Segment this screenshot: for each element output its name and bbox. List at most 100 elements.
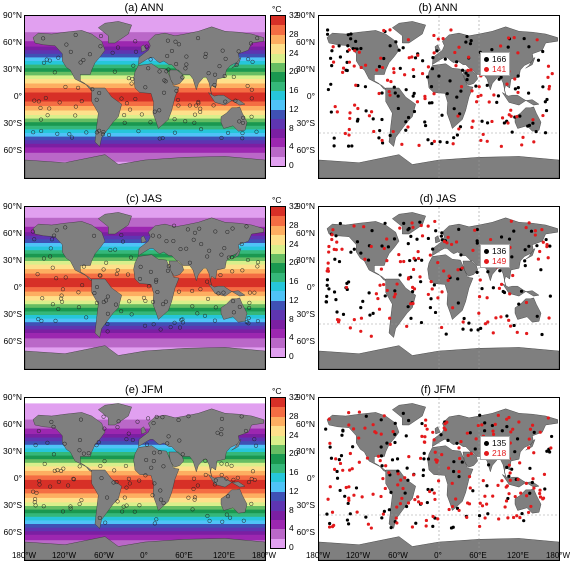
station-dot	[406, 228, 410, 232]
station-dot	[332, 467, 337, 471]
colorbar-segment	[271, 529, 285, 539]
panel-title-d: (d) JAS	[419, 193, 457, 205]
station-dot	[364, 515, 368, 519]
station-dot	[475, 239, 479, 243]
station-circle	[39, 128, 44, 134]
station-circle	[173, 39, 178, 44]
station-dot	[379, 445, 383, 449]
station-circle	[150, 299, 156, 304]
station-dot	[467, 502, 472, 506]
station-circle	[124, 485, 129, 490]
station-dot	[352, 224, 356, 228]
station-circle	[226, 255, 231, 260]
station-dot	[475, 270, 479, 274]
station-circle	[106, 132, 112, 137]
station-dot	[497, 77, 501, 81]
station-dot	[447, 274, 451, 278]
station-dot	[465, 78, 469, 82]
station-circle	[47, 106, 52, 111]
station-circle	[76, 305, 81, 310]
station-dot	[550, 434, 554, 439]
station-circle	[199, 127, 204, 132]
station-circle	[203, 458, 208, 463]
continent-shape	[220, 106, 248, 132]
station-dot	[377, 64, 382, 69]
station-circle	[78, 417, 83, 422]
station-dot	[416, 495, 420, 499]
station-dot	[480, 423, 484, 427]
station-dot	[499, 144, 503, 148]
station-circle	[231, 310, 236, 315]
station-dot	[359, 316, 364, 320]
latitude-label: 90°N	[296, 10, 315, 20]
station-dot	[532, 140, 536, 144]
colorbar-segment	[271, 519, 285, 530]
station-dot	[368, 313, 372, 317]
station-dot	[453, 50, 457, 55]
station-dot	[432, 491, 436, 495]
station-dot	[404, 128, 408, 132]
continent-shape	[326, 30, 400, 90]
station-dot	[513, 494, 517, 499]
colorbar-tick: 4	[289, 523, 294, 534]
station-dot	[529, 229, 534, 233]
station-circle	[230, 226, 235, 231]
station-dot	[547, 84, 552, 89]
station-dot	[411, 301, 415, 306]
colorbar-segment	[271, 482, 285, 492]
station-dot	[364, 109, 368, 113]
station-dot	[363, 426, 367, 430]
station-dot	[357, 410, 362, 414]
station-circle	[180, 452, 185, 457]
station-dot	[393, 289, 397, 293]
station-circle	[80, 283, 85, 288]
station-circle	[139, 112, 144, 117]
station-dot	[392, 237, 397, 241]
station-dot	[471, 119, 475, 123]
station-circle	[96, 440, 101, 445]
station-circle	[71, 477, 77, 482]
station-circle	[154, 279, 159, 284]
station-dot	[480, 119, 484, 123]
station-dot	[325, 278, 330, 282]
station-circle	[128, 255, 134, 260]
station-dot	[528, 427, 533, 431]
colorbar-tick: 32	[289, 201, 299, 211]
colorbar-segment	[271, 407, 285, 417]
station-dot	[435, 49, 439, 53]
station-circle	[247, 305, 252, 310]
station-circle	[122, 120, 127, 125]
station-circle	[252, 477, 257, 482]
station-dot	[385, 288, 389, 293]
station-circle	[113, 247, 118, 252]
station-dot	[336, 320, 341, 324]
station-dot	[527, 221, 531, 225]
station-circle	[151, 459, 156, 464]
station-circle	[126, 76, 131, 81]
station-dot	[512, 36, 516, 40]
station-dot	[469, 452, 473, 456]
station-dot	[491, 331, 495, 335]
station-dot	[375, 68, 379, 72]
station-circle	[154, 277, 159, 282]
station-dot	[330, 49, 334, 53]
station-dot	[517, 420, 521, 424]
station-circle	[97, 273, 102, 278]
station-dot	[457, 470, 461, 474]
station-circle	[230, 269, 235, 274]
colorbar-segment	[271, 282, 285, 292]
station-dot	[467, 55, 471, 59]
station-circle	[112, 69, 117, 74]
station-circle	[239, 241, 244, 247]
station-dot	[449, 242, 454, 247]
station-circle	[129, 81, 134, 86]
station-circle	[32, 237, 37, 242]
station-circle	[241, 115, 246, 120]
station-dot	[371, 311, 375, 315]
station-dot	[452, 460, 456, 464]
station-circle	[131, 63, 136, 68]
station-dot	[531, 477, 535, 481]
station-circle	[205, 513, 210, 518]
station-circle	[68, 506, 73, 511]
station-dot	[494, 316, 498, 320]
